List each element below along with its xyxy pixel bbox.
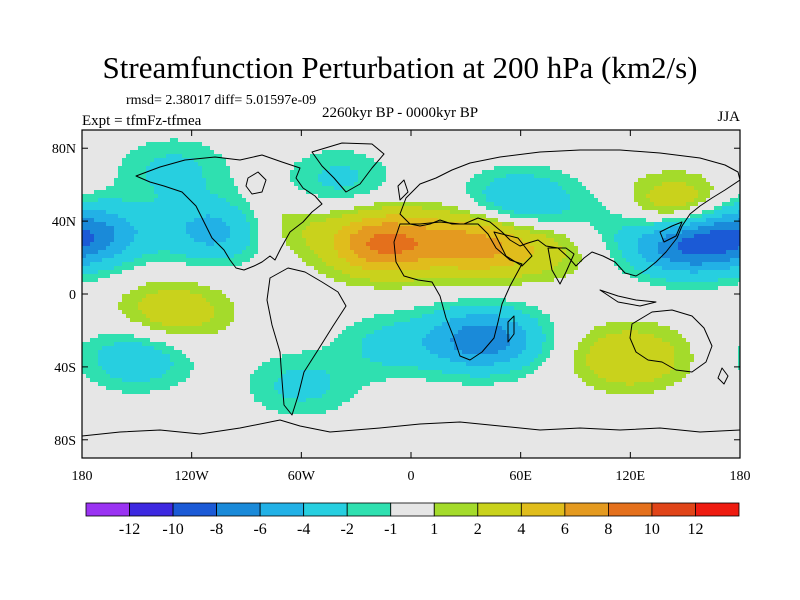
colorbar-swatch <box>303 502 348 517</box>
colorbar-label: -1 <box>384 521 397 538</box>
x-tick-label: 0 <box>408 469 415 484</box>
x-tick-label: 60E <box>509 469 532 484</box>
colorbar-label: -12 <box>119 521 140 538</box>
y-tick-label: 80N <box>52 142 76 157</box>
colorbar-label: -10 <box>162 521 183 538</box>
colorbar-swatch <box>564 502 609 517</box>
colorbar-label: 2 <box>474 521 482 538</box>
experiment-label: Expt = tfmFz-tfmea <box>82 113 202 129</box>
map-axes: 180 120W 60W 0 60E 120E 180 80N 40N 0 40S 80S <box>52 130 751 484</box>
colorbar-swatch <box>477 502 522 517</box>
rmsd-diff-label: rmsd= 2.38017 diff= 5.01597e-09 <box>126 93 317 108</box>
y-tick-label: 40S <box>54 361 76 376</box>
season-label: JJA <box>717 109 740 125</box>
x-tick-label: 60W <box>288 469 316 484</box>
colorbar-label: 8 <box>604 521 612 538</box>
colorbar-label: -6 <box>253 521 266 538</box>
coast-antarctica <box>82 419 740 437</box>
colorbar-swatch <box>216 502 261 517</box>
colorbar-swatch <box>390 502 435 517</box>
x-tick-label: 120E <box>616 469 646 484</box>
colorbar-swatch <box>520 502 566 517</box>
colorbar-swatch <box>259 502 305 517</box>
colorbar-swatch <box>608 502 653 517</box>
colorbar-label: -2 <box>341 521 354 538</box>
colorbar-swatch <box>85 502 130 517</box>
streamfunction-field <box>82 130 740 458</box>
colorbar: -12 -10 -8 -6 -4 -2 -1 1 2 4 6 8 10 12 <box>85 502 740 538</box>
coast-australia <box>629 309 713 373</box>
coast-africa <box>393 221 523 361</box>
x-tick-label: 180 <box>72 469 93 484</box>
colorbar-swatch <box>695 502 740 517</box>
coast-madagascar <box>507 315 515 343</box>
y-tick-label: 80S <box>54 434 76 449</box>
colorbar-label: 6 <box>561 521 569 538</box>
coast-north-america <box>135 154 323 271</box>
coast-british-isles <box>397 179 409 201</box>
period-label: 2260kyr BP - 0000kyr BP <box>321 105 479 121</box>
coast-new-zealand <box>717 367 729 385</box>
coast-japan <box>659 221 683 243</box>
coast-hudson-bay <box>245 171 267 195</box>
coast-arabia <box>493 231 533 267</box>
coast-south-america <box>266 267 347 416</box>
colorbar-swatch <box>433 502 479 517</box>
colorbar-label: 10 <box>644 521 660 538</box>
colorbar-label: 12 <box>687 521 703 538</box>
colorbar-label: 4 <box>517 521 525 538</box>
colorbar-swatch <box>172 502 217 517</box>
colorbar-label: 1 <box>430 521 438 538</box>
colorbar-swatch <box>129 502 174 517</box>
colorbar-label: -8 <box>210 521 223 538</box>
coast-indonesia <box>599 289 657 307</box>
coast-eurasia <box>399 149 740 277</box>
coastlines <box>82 142 740 437</box>
colorbar-label: -4 <box>297 521 310 538</box>
coast-greenland <box>311 142 385 193</box>
colorbar-swatch <box>651 502 696 517</box>
x-tick-label: 120W <box>175 469 210 484</box>
colorbar-swatch <box>346 502 392 517</box>
figure-title: Streamfunction Perturbation at 200 hPa (… <box>102 50 698 85</box>
coast-india <box>547 247 575 285</box>
y-tick-label: 0 <box>69 288 76 303</box>
y-tick-label: 40N <box>52 215 76 230</box>
x-tick-label: 180 <box>730 469 751 484</box>
